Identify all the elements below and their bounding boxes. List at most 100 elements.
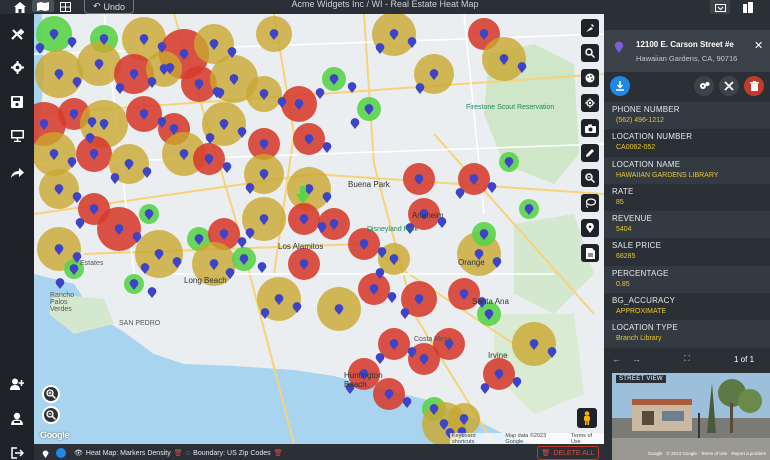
user-icon[interactable]: [7, 408, 27, 428]
location-marker[interactable]: [294, 99, 304, 110]
location-marker[interactable]: [407, 347, 417, 358]
location-marker[interactable]: [317, 222, 327, 233]
location-marker[interactable]: [345, 383, 355, 394]
location-marker[interactable]: [350, 118, 360, 129]
location-marker[interactable]: [139, 34, 149, 45]
location-marker[interactable]: [260, 308, 270, 319]
paint-icon[interactable]: [581, 19, 599, 37]
location-marker[interactable]: [359, 239, 369, 250]
map-view-icon[interactable]: [32, 0, 54, 12]
location-marker[interactable]: [129, 279, 139, 290]
location-marker[interactable]: [132, 232, 142, 243]
boundary-layer-chip[interactable]: ◌ Boundary: US Zip Codes 🗑: [186, 447, 283, 459]
palette-icon[interactable]: [581, 69, 599, 87]
location-marker[interactable]: [415, 83, 425, 94]
location-marker[interactable]: [439, 419, 449, 430]
location-marker[interactable]: [375, 353, 385, 364]
location-marker[interactable]: [99, 119, 109, 130]
location-marker[interactable]: [369, 284, 379, 295]
location-marker[interactable]: [225, 268, 235, 279]
location-marker[interactable]: [389, 339, 399, 350]
location-pin-icon[interactable]: [42, 447, 49, 459]
location-marker[interactable]: [400, 308, 410, 319]
location-marker[interactable]: [139, 109, 149, 120]
location-marker[interactable]: [245, 183, 255, 194]
locate-icon[interactable]: [581, 94, 599, 112]
terms-link[interactable]: Terms of Use: [570, 433, 593, 444]
location-marker[interactable]: [459, 414, 469, 425]
location-marker[interactable]: [444, 339, 454, 350]
heatmap-layer-chip[interactable]: 👁 Heat Map: Markers Density 🗑: [74, 447, 183, 459]
location-marker[interactable]: [359, 369, 369, 380]
location-marker[interactable]: [215, 88, 225, 99]
location-marker[interactable]: [437, 217, 447, 228]
location-marker[interactable]: [405, 223, 415, 234]
location-marker[interactable]: [524, 204, 534, 215]
location-marker[interactable]: [147, 77, 157, 88]
location-marker[interactable]: [292, 302, 302, 313]
expand-icon[interactable]: ⛶: [684, 354, 690, 363]
location-marker[interactable]: [315, 88, 325, 99]
export-icon[interactable]: [710, 0, 730, 14]
download-button[interactable]: [610, 76, 630, 96]
location-marker[interactable]: [179, 49, 189, 60]
location-marker[interactable]: [67, 37, 77, 48]
location-marker[interactable]: [245, 228, 255, 239]
location-marker[interactable]: [517, 62, 527, 73]
location-marker[interactable]: [172, 257, 182, 268]
home-icon[interactable]: [12, 0, 28, 14]
location-marker[interactable]: [304, 134, 314, 145]
location-marker[interactable]: [277, 97, 287, 108]
remove-heatmap-icon[interactable]: 🗑: [173, 450, 183, 457]
map-canvas[interactable]: Firestone Scout Reservation Buena Park A…: [34, 14, 604, 444]
sv-terms-link[interactable]: Terms of Use: [700, 451, 728, 456]
location-marker[interactable]: [147, 287, 157, 298]
location-marker[interactable]: [377, 247, 387, 258]
location-marker[interactable]: [144, 209, 154, 220]
location-marker[interactable]: [204, 154, 214, 165]
location-marker[interactable]: [504, 157, 514, 168]
location-marker[interactable]: [459, 289, 469, 300]
next-arrow-icon[interactable]: →: [632, 354, 641, 364]
delete-all-button[interactable]: 🗑 DELETE ALL: [537, 446, 599, 460]
location-marker[interactable]: [477, 297, 487, 308]
presentation-icon[interactable]: [7, 126, 27, 146]
location-marker[interactable]: [69, 109, 79, 120]
location-marker[interactable]: [259, 169, 269, 180]
location-marker[interactable]: [334, 304, 344, 315]
location-marker[interactable]: [322, 192, 332, 203]
location-marker[interactable]: [259, 214, 269, 225]
layer-color-swatch[interactable]: [55, 447, 67, 459]
eye-icon[interactable]: 👁: [74, 450, 83, 457]
zoom-area-icon[interactable]: [581, 169, 599, 187]
location-marker[interactable]: [512, 377, 522, 388]
location-marker[interactable]: [494, 369, 504, 380]
table-view-icon[interactable]: [56, 0, 74, 14]
location-marker[interactable]: [407, 37, 417, 48]
location-marker[interactable]: [35, 43, 45, 54]
settings-button[interactable]: [694, 76, 714, 96]
location-marker[interactable]: [474, 249, 484, 260]
location-marker[interactable]: [194, 234, 204, 245]
location-marker[interactable]: [389, 29, 399, 40]
location-marker[interactable]: [469, 174, 479, 185]
location-marker[interactable]: [387, 292, 397, 303]
undo-button[interactable]: ↶ Undo: [84, 0, 134, 14]
location-marker[interactable]: [257, 262, 267, 273]
location-marker[interactable]: [205, 133, 215, 144]
location-marker[interactable]: [429, 404, 439, 415]
location-marker[interactable]: [414, 174, 424, 185]
location-marker[interactable]: [484, 309, 494, 320]
location-marker[interactable]: [94, 59, 104, 70]
location-marker[interactable]: [492, 257, 502, 268]
zoom-in-button[interactable]: [42, 385, 60, 403]
location-marker[interactable]: [124, 159, 134, 170]
location-marker[interactable]: [375, 43, 385, 54]
close-icon[interactable]: ✕: [754, 40, 764, 52]
location-marker[interactable]: [299, 259, 309, 270]
location-marker[interactable]: [85, 133, 95, 144]
pen-icon[interactable]: [581, 144, 599, 162]
location-marker[interactable]: [259, 139, 269, 150]
location-marker[interactable]: [209, 39, 219, 50]
camera-icon[interactable]: [581, 119, 599, 137]
